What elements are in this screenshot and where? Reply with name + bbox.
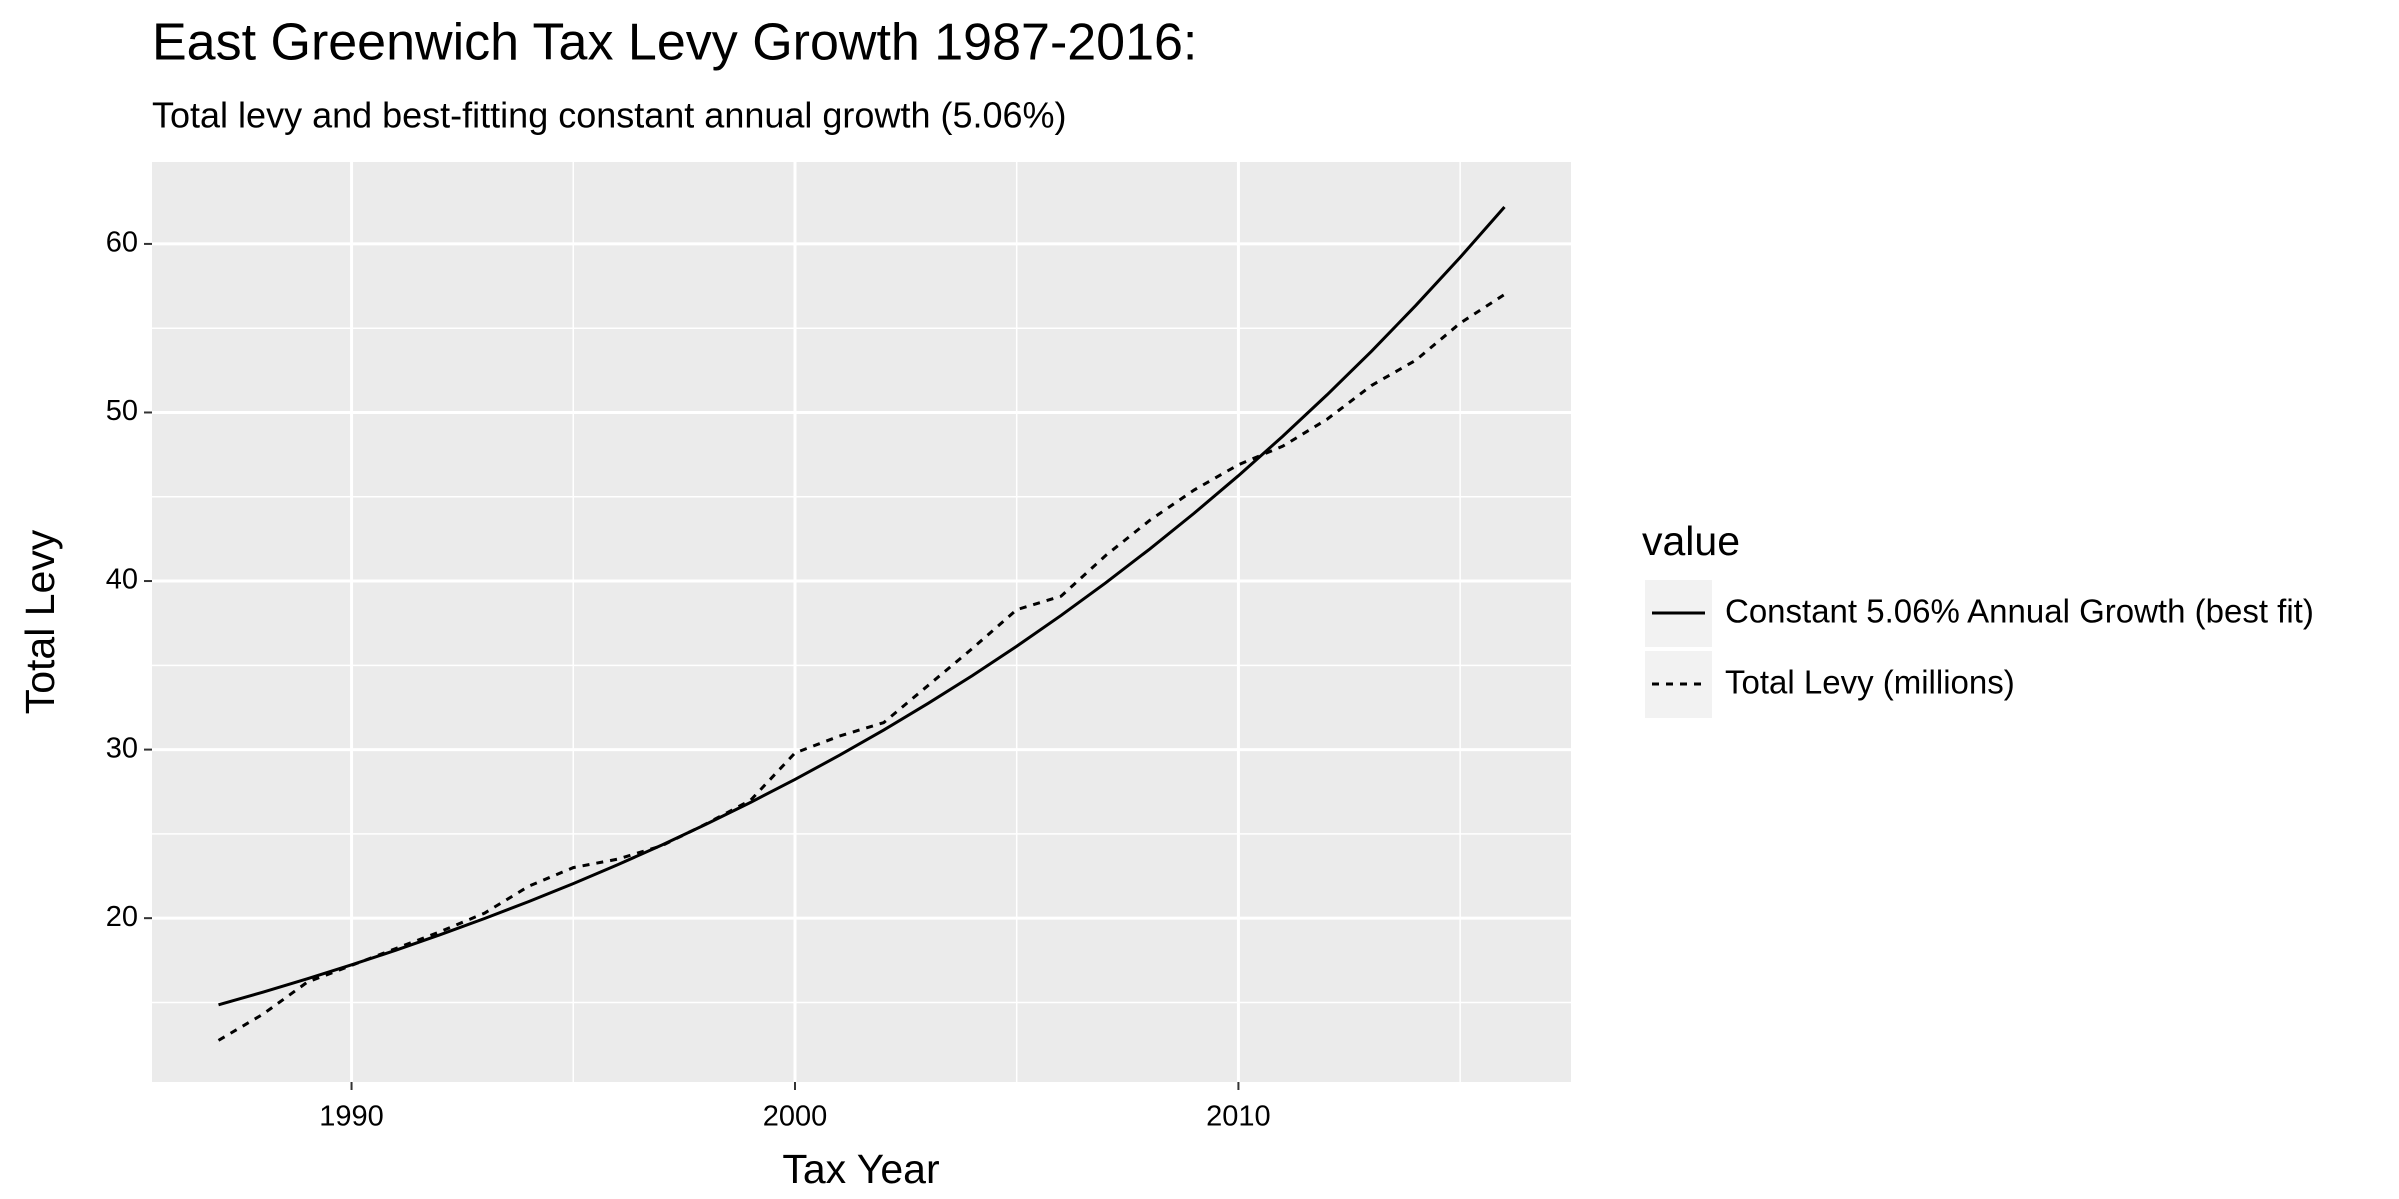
x-axis-title: Tax Year [782,1146,939,1192]
x-tick-label: 2010 [1206,1101,1271,1133]
x-tick-label: 2000 [763,1101,828,1133]
legend-label: Total Levy (millions) [1725,664,2015,701]
y-tick-label: 50 [106,395,138,427]
legend-title: value [1642,518,1740,564]
y-tick-label: 40 [106,564,138,596]
series-line [218,206,1506,1007]
legend-label: Constant 5.06% Annual Growth (best fit) [1725,593,2314,630]
chart-title: East Greenwich Tax Levy Growth 1987-2016… [152,14,1197,72]
series-line [217,293,1506,1042]
x-tick-label: 1990 [319,1101,384,1133]
plot-panel [152,162,1571,1082]
y-tick-label: 60 [106,227,138,259]
chart-subtitle: Total levy and best-fitting constant ann… [152,95,1067,136]
y-tick-label: 30 [106,732,138,764]
y-tick-label: 20 [106,901,138,933]
y-axis-title: Total Levy [17,529,63,714]
